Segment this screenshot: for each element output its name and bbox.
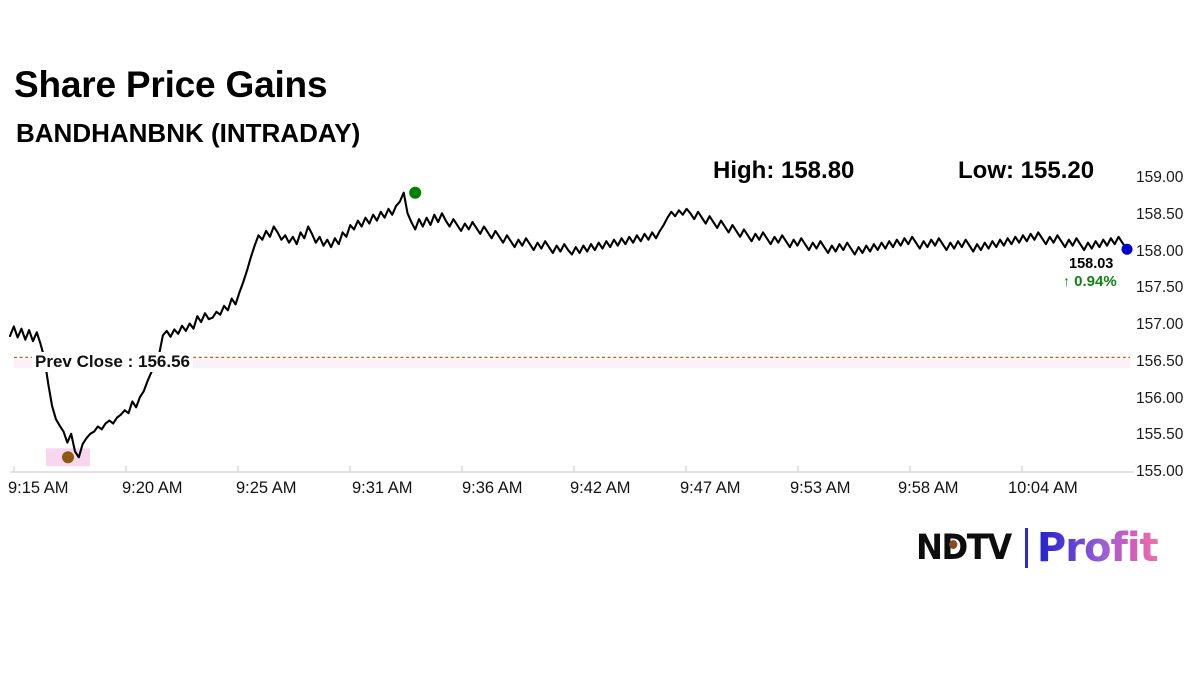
x-axis-tick: 9:31 AM (352, 479, 413, 497)
x-axis-tick: 9:47 AM (680, 479, 741, 497)
x-axis-tick: 9:42 AM (570, 479, 631, 497)
marker-group (62, 186, 1133, 464)
y-axis-tick: 157.00 (1136, 316, 1184, 333)
last-change-value: ↑ 0.94% (1063, 273, 1117, 290)
up-arrow-icon: ↑ (1063, 273, 1070, 289)
x-axis-tick: 9:53 AM (790, 479, 851, 497)
logo-profit-label: Profit (1036, 525, 1159, 571)
x-axis-tick: 9:15 AM (8, 479, 69, 497)
prev-close-line-group (14, 356, 1130, 369)
y-axis-tick: 158.00 (1136, 242, 1184, 260)
y-axis-tick: 156.50 (1136, 352, 1184, 370)
y-axis-tick: 155.00 (1136, 463, 1184, 480)
y-axis-tick: 159.00 (1136, 169, 1184, 186)
y-axis-tick: 158.50 (1136, 205, 1184, 223)
y-axis-labels: 159.00 158.50 158.00 157.50 157.00 156.50 156.… (1136, 0, 1200, 674)
x-axis-tick: 9:20 AM (122, 479, 183, 497)
prev-close-label: Prev Close : 156.56 (32, 352, 193, 372)
ndtv-profit-logo: NDTV Profit (916, 525, 1159, 571)
logo-dot-icon (949, 540, 958, 549)
axis-group (10, 466, 1134, 473)
x-axis-tick: 9:36 AM (462, 479, 523, 497)
page-title: Share Price Gains (14, 64, 328, 105)
x-axis-tick: 9:25 AM (236, 479, 297, 497)
last-change-percent: 0.94% (1074, 273, 1117, 290)
x-axis-labels: 9:15 AM 9:20 AM 9:25 AM 9:31 AM 9:36 AM 9:42 … (0, 479, 1200, 505)
stat-low: Low: 155.20 (958, 157, 1095, 184)
y-axis-tick: 156.00 (1136, 389, 1184, 407)
page-subtitle: BANDHANBNK (INTRADAY) (16, 118, 361, 148)
last-price-value: 158.03 (1069, 256, 1114, 272)
logo-ndtv-label: NDTV (916, 528, 1012, 568)
y-axis-tick: 157.50 (1136, 279, 1184, 297)
stat-high: High: 158.80 (713, 157, 855, 184)
y-axis-tick: 155.50 (1136, 426, 1184, 444)
price-line-group (8, 191, 1132, 459)
x-axis-tick: 9:58 AM (898, 479, 959, 497)
logo-divider (1024, 528, 1028, 568)
x-axis-tick: 10:04 AM (1008, 479, 1078, 497)
logo-ndtv-text: NDTV (916, 528, 1012, 568)
